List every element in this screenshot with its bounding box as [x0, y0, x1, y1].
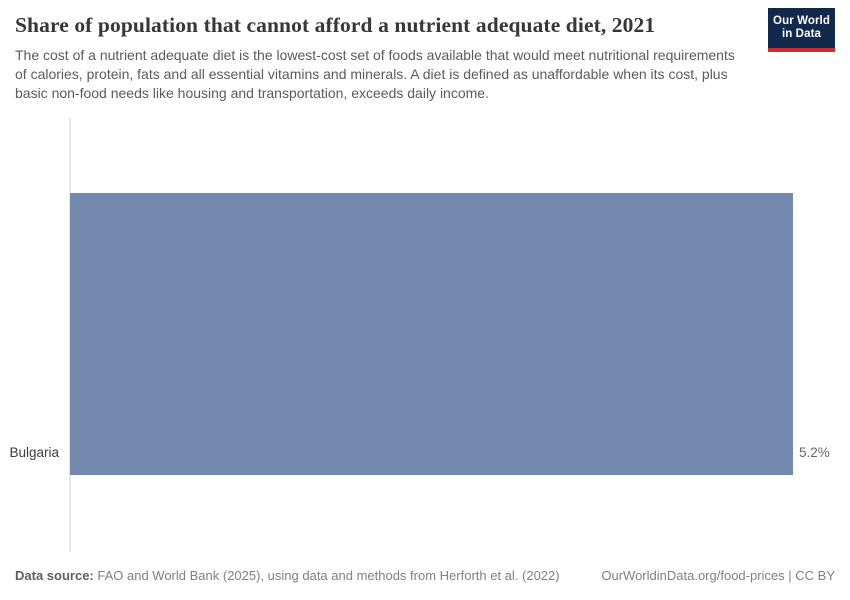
bar — [70, 193, 793, 475]
page-title: Share of population that cannot afford a… — [15, 13, 656, 37]
value-label: 5.2% — [799, 445, 830, 460]
data-source-line: Data source: FAO and World Bank (2025), … — [15, 568, 560, 583]
data-source-text: FAO and World Bank (2025), using data an… — [97, 568, 560, 583]
attribution-link[interactable]: OurWorldinData.org/food-prices | CC BY — [601, 568, 835, 583]
chart-header: Share of population that cannot afford a… — [15, 8, 835, 103]
owid-logo-line2: in Data — [781, 28, 822, 40]
chart-footer: Data source: FAO and World Bank (2025), … — [15, 568, 835, 583]
owid-logo-box: Our World in Data — [768, 8, 835, 48]
chart-area: Bulgaria 5.2% — [0, 118, 850, 552]
owid-logo-line1: Our World — [773, 14, 830, 27]
owid-logo[interactable]: Our World in Data — [768, 8, 835, 52]
chart-subtitle: The cost of a nutrient adequate diet is … — [15, 46, 735, 101]
plot-area — [70, 118, 793, 552]
entity-label: Bulgaria — [9, 445, 59, 460]
owid-logo-accent — [768, 48, 835, 52]
data-source-label: Data source: — [15, 568, 94, 583]
